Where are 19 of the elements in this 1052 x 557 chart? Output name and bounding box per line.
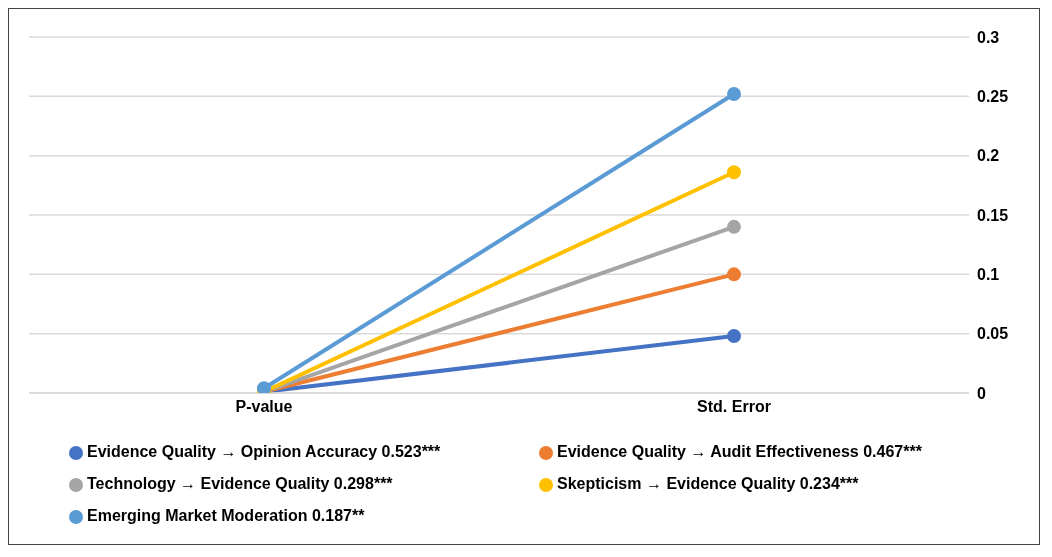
- y-tick-label: 0: [977, 384, 986, 402]
- legend-label: Emerging Market Moderation 0.187**: [87, 507, 365, 524]
- point: [727, 219, 741, 234]
- point: [727, 165, 741, 180]
- point: [727, 329, 741, 344]
- legend-label: Skepticism → Evidence Quality 0.234***: [557, 475, 859, 492]
- x-tick-label: Std. Error: [697, 398, 771, 416]
- y-tick-label: 0.15: [977, 206, 1009, 224]
- y-tick-label: 0.3: [977, 28, 1000, 46]
- point: [727, 86, 741, 101]
- legend-label: Evidence Quality → Opinion Accuracy 0.523***: [87, 443, 441, 460]
- legend-label: Evidence Quality → Audit Effectiveness 0.467***: [557, 443, 922, 460]
- y-tick-label: 0.2: [977, 147, 1000, 165]
- x-tick-label: P-value: [235, 398, 293, 416]
- y-tick-label: 0.1: [977, 266, 1000, 284]
- point: [727, 267, 741, 282]
- y-tick-label: 0.05: [977, 325, 1009, 343]
- y-tick-label: 0.25: [977, 88, 1009, 106]
- legend-label: Technology → Evidence Quality 0.298***: [87, 475, 393, 492]
